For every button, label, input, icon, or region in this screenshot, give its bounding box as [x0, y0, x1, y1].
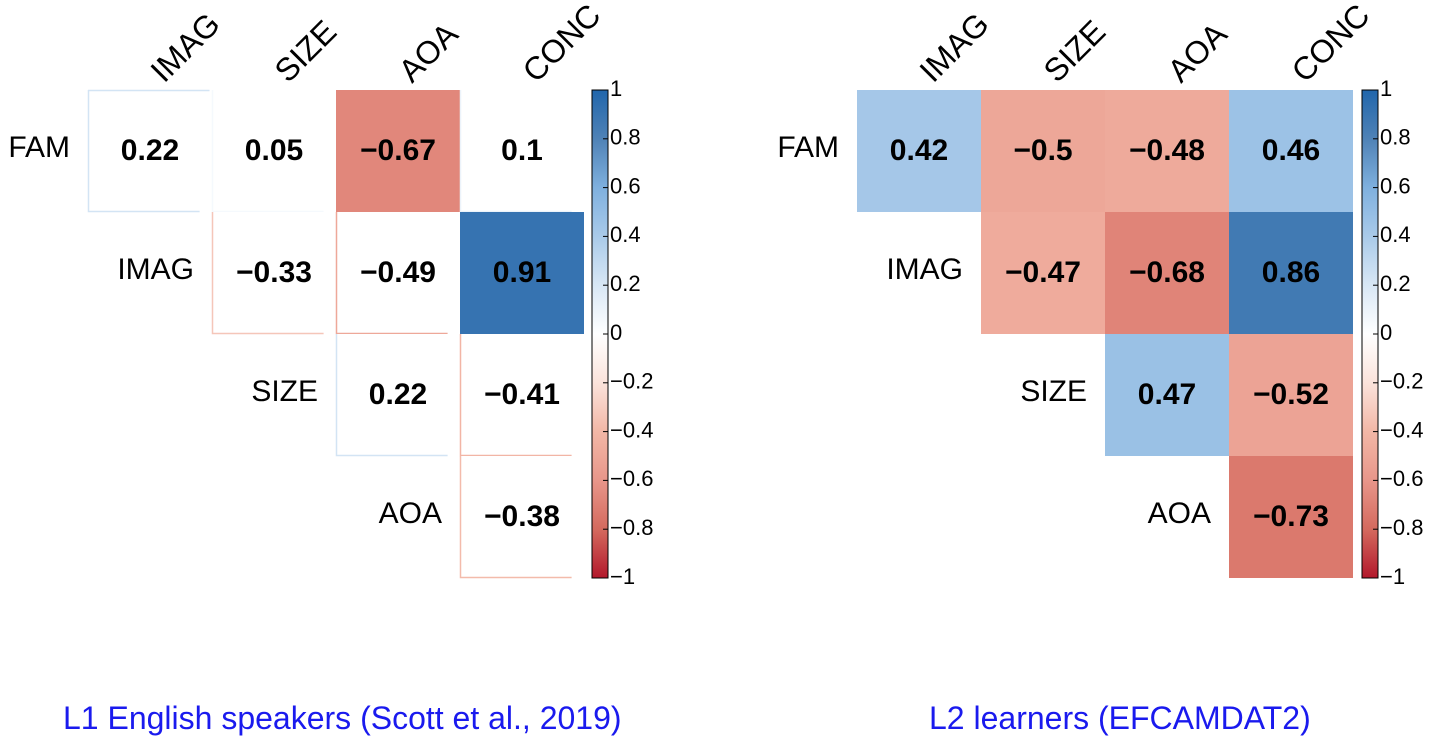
colorbar-tick-label: 0.2: [1380, 271, 1411, 296]
cell-value-label: −0.67: [360, 134, 436, 167]
cell-value-label: −0.5: [1013, 134, 1072, 167]
heatmap-cell: [1229, 90, 1353, 212]
heatmap-cell: [1105, 212, 1229, 334]
colorbar-tick-label: −0.6: [1380, 466, 1423, 491]
heatmap-cell: [460, 90, 584, 212]
col-label-aoa: AOA: [391, 15, 465, 89]
colorbar-tick-label: 0: [610, 320, 622, 345]
cell-value-label: 0.86: [1262, 256, 1320, 289]
heatmap-cell: [460, 212, 584, 334]
row-label-aoa: AOA: [379, 497, 442, 530]
heatmap-cell-border: [459, 334, 572, 457]
colorbar-tick-label: 0.2: [610, 271, 641, 296]
heatmap-cell-border: [87, 90, 200, 213]
colorbar-tick-label: 0.6: [1380, 173, 1411, 198]
cell-value-label: 0.46: [1262, 134, 1320, 167]
heatmap-cell-border: [211, 90, 324, 213]
cell-value-label: −0.52: [1253, 378, 1329, 411]
heatmap-cell-border: [459, 456, 572, 579]
row-label-fam: FAM: [8, 131, 70, 164]
heatmap-cell-border: [335, 212, 448, 335]
row-label-size: SIZE: [1020, 375, 1087, 408]
cell-value-label: 0.22: [121, 134, 179, 167]
row-label-imag: IMAG: [886, 253, 963, 286]
heatmap-cell: [1105, 90, 1229, 212]
heatmap-cell: [212, 212, 336, 334]
row-label-imag: IMAG: [117, 253, 194, 286]
heatmap-cell: [212, 90, 336, 212]
cell-value-label: 0.05: [245, 134, 303, 167]
cell-value-label: 0.22: [369, 378, 427, 411]
cell-value-label: 0.42: [890, 134, 948, 167]
heatmap-cell: [460, 334, 584, 456]
heatmap-cell-border: [459, 90, 572, 213]
heatmap-cell: [336, 212, 460, 334]
cell-value-label: 0.91: [493, 256, 551, 289]
col-label-imag: IMAG: [143, 6, 226, 89]
cell-value-label: 0.47: [1138, 378, 1196, 411]
col-label-aoa: AOA: [1160, 15, 1234, 89]
heatmap-cell-border: [335, 334, 448, 457]
colorbar-tick-label: −0.6: [610, 466, 653, 491]
cell-value-label: −0.47: [1005, 256, 1081, 289]
heatmap-cell: [1229, 456, 1353, 578]
heatmap-cell: [460, 456, 584, 578]
colorbar-tick-label: −0.2: [610, 369, 653, 394]
colorbar-tick-label: −0.8: [610, 515, 653, 540]
colorbar-tick-label: 1: [610, 76, 622, 101]
cell-value-label: −0.41: [484, 378, 560, 411]
heatmap-cell: [857, 90, 981, 212]
colorbar-tick-label: −1: [1380, 564, 1405, 589]
heatmap-cell: [1229, 212, 1353, 334]
colorbar-tick-label: −0.2: [1380, 369, 1423, 394]
colorbar-tick-label: −0.4: [1380, 417, 1423, 442]
col-label-conc: CONC: [515, 0, 607, 89]
cell-value-label: 0.1: [501, 134, 543, 167]
colorbar-tick-label: −0.4: [610, 417, 653, 442]
row-label-fam: FAM: [777, 131, 839, 164]
row-label-aoa: AOA: [1148, 497, 1211, 530]
heatmap-cell: [981, 212, 1105, 334]
col-label-size: SIZE: [1036, 13, 1112, 89]
colorbar-tick-label: 0: [1380, 320, 1392, 345]
heatmap-cell: [1229, 334, 1353, 456]
cell-value-label: −0.73: [1253, 500, 1329, 533]
cell-value-label: −0.38: [484, 500, 560, 533]
cell-value-label: −0.68: [1129, 256, 1205, 289]
col-label-conc: CONC: [1284, 0, 1376, 89]
col-label-size: SIZE: [267, 13, 343, 89]
cell-value-label: −0.48: [1129, 134, 1205, 167]
colorbar-tick-label: −0.8: [1380, 515, 1423, 540]
colorbar-tick-label: 0.6: [610, 173, 641, 198]
heatmap-cell: [981, 90, 1105, 212]
colorbar-tick-label: 0.8: [1380, 125, 1411, 150]
heatmap-cell: [336, 334, 460, 456]
heatmap-cell: [1105, 334, 1229, 456]
heatmap-cell-border: [211, 212, 324, 335]
col-label-imag: IMAG: [912, 6, 995, 89]
colorbar-tick-label: 1: [1380, 76, 1392, 101]
colorbar-tick-label: −1: [610, 564, 635, 589]
cell-value-label: −0.33: [236, 256, 312, 289]
colorbar-tick-label: 0.8: [610, 125, 641, 150]
cell-value-label: −0.49: [360, 256, 436, 289]
heatmap-cell: [336, 90, 460, 212]
colorbar-tick-label: 0.4: [1380, 222, 1411, 247]
colorbar-tick-label: 0.4: [610, 222, 641, 247]
row-label-size: SIZE: [251, 375, 318, 408]
caption-l1: L1 English speakers (Scott et al., 2019): [63, 700, 622, 736]
heatmap-cell: [88, 90, 212, 212]
caption-l2: L2 learners (EFCAMDAT2): [929, 700, 1311, 736]
